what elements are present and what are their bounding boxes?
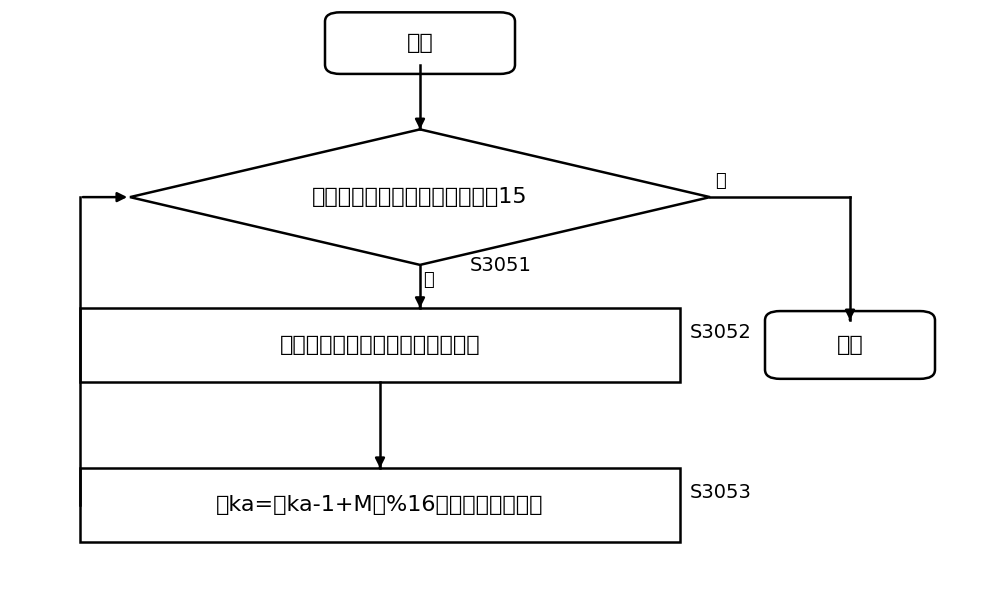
- FancyBboxPatch shape: [80, 308, 680, 382]
- Text: S3052: S3052: [690, 323, 752, 342]
- Text: 结束: 结束: [837, 335, 863, 355]
- Text: 比较切片变量的数值是否不超过15: 比较切片变量的数值是否不超过15: [312, 187, 528, 207]
- Text: 开始: 开始: [407, 33, 433, 53]
- Text: 按ka=（ka-1+M）%16获取新的切片变量: 按ka=（ka-1+M）%16获取新的切片变量: [216, 495, 544, 515]
- Text: S3053: S3053: [690, 484, 752, 502]
- FancyBboxPatch shape: [325, 12, 515, 74]
- Text: 否: 否: [715, 172, 726, 190]
- FancyBboxPatch shape: [80, 468, 680, 542]
- FancyBboxPatch shape: [765, 311, 935, 379]
- Text: S3051: S3051: [470, 256, 532, 275]
- Text: 将切片变量输出到切片变量容器中: 将切片变量输出到切片变量容器中: [280, 335, 480, 355]
- Polygon shape: [130, 129, 710, 265]
- Text: 是: 是: [423, 271, 433, 289]
